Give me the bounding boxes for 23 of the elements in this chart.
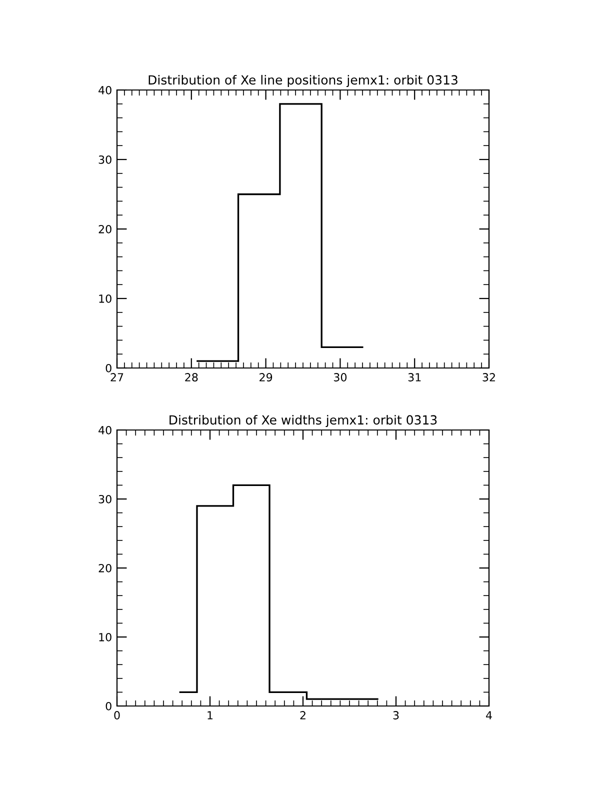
y-tick-label: 20 <box>98 564 112 572</box>
x-tick-label: 27 <box>110 373 124 382</box>
x-tick-label: 1 <box>208 711 213 720</box>
x-tick-label: 31 <box>408 373 421 382</box>
y-tick-label: 40 <box>98 86 112 94</box>
x-tick-label: 3 <box>393 711 399 720</box>
x-tick-label: 30 <box>334 373 347 382</box>
x-tick-label: 2 <box>300 711 306 720</box>
y-tick-label: 10 <box>99 294 112 303</box>
x-tick-label: 28 <box>185 373 198 382</box>
y-tick-label: 20 <box>98 224 112 234</box>
chart-title: Distribution of Xe widths jemx1: orbit 0313 <box>170 414 437 428</box>
y-tick-label: 30 <box>98 494 112 504</box>
x-tick-label: 0 <box>114 711 120 720</box>
x-tick-label: 29 <box>260 373 272 382</box>
y-tick-label: 0 <box>106 702 112 710</box>
x-tick-label: 4 <box>486 711 492 720</box>
y-tick-label: 40 <box>98 426 112 434</box>
y-tick-label: 30 <box>98 155 112 164</box>
chart-title: Distribution of Xe line positions jemx1: orbit 0313 <box>148 74 458 88</box>
y-tick-label: 10 <box>99 632 112 642</box>
y-tick-label: 0 <box>106 364 112 372</box>
x-tick-label: 32 <box>482 373 495 382</box>
